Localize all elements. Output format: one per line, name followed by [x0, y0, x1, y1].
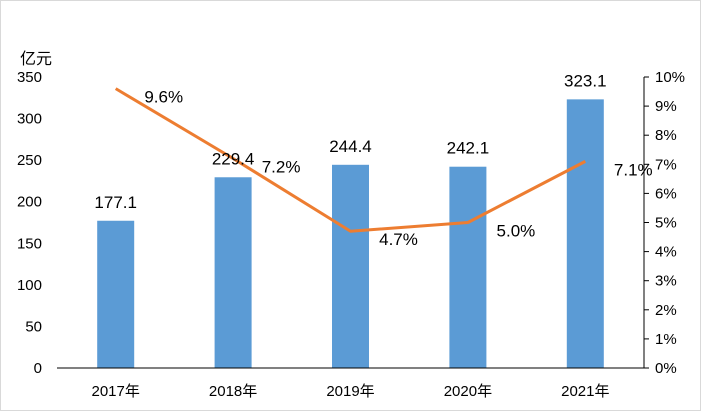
left-tick-label: 200: [17, 194, 42, 211]
bar-value-label: 242.1: [447, 139, 490, 158]
y-unit-label: 亿元: [20, 50, 52, 68]
line-data-labels: 9.6% 7.2% 4.7% 5.0% 7.1%: [144, 88, 652, 250]
left-tick-label: 300: [17, 111, 42, 128]
right-tick-label: 9%: [655, 98, 677, 115]
left-tick-label: 50: [25, 318, 42, 335]
right-tick-label: 3%: [655, 273, 677, 290]
right-tick-label: 2%: [655, 302, 677, 319]
left-tick-label: 100: [17, 277, 42, 294]
left-tick-label: 150: [17, 235, 42, 252]
right-tick-label: 8%: [655, 127, 677, 144]
line-series: [114, 87, 586, 233]
bar: [97, 220, 135, 368]
category-label: 2019年: [326, 383, 374, 400]
left-tick-label: 250: [17, 152, 42, 169]
bar: [566, 99, 604, 369]
bar-value-label: 323.1: [564, 71, 607, 90]
left-tick-label: 0: [34, 360, 42, 377]
line-value-label: 9.6%: [144, 88, 183, 107]
right-tick-label: 0%: [655, 360, 677, 377]
line-value-label: 7.1%: [614, 160, 653, 179]
bar-series: [97, 99, 604, 369]
category-label: 2020年: [444, 383, 492, 400]
left-axis-ticks: 0 50 100 150 200 250 300 350: [17, 69, 42, 377]
bar: [449, 166, 487, 368]
right-tick-label: 6%: [655, 185, 677, 202]
right-axis-ticks: 0% 1% 2% 3% 4% 5% 6% 7% 8% 9% 10%: [644, 69, 685, 377]
left-tick-label: 350: [17, 69, 42, 86]
category-label: 2018年: [209, 383, 257, 400]
bar-value-label: 177.1: [94, 193, 137, 212]
bar: [214, 177, 252, 368]
right-tick-label: 7%: [655, 156, 677, 173]
category-label: 2017年: [92, 383, 140, 400]
bar-value-label: 229.4: [212, 149, 255, 168]
category-label: 2021年: [561, 383, 609, 400]
right-tick-label: 10%: [655, 69, 685, 86]
bar-value-label: 244.4: [329, 137, 372, 156]
line-value-label: 4.7%: [379, 230, 418, 249]
line-value-label: 5.0%: [497, 222, 536, 241]
category-labels: 2017年 2018年 2019年 2020年 2021年: [92, 383, 610, 400]
line-value-label: 7.2%: [262, 157, 301, 176]
bar-data-labels: 177.1 229.4 244.4 242.1 323.1: [94, 71, 606, 211]
right-tick-label: 1%: [655, 331, 677, 348]
right-tick-label: 4%: [655, 244, 677, 261]
right-tick-label: 5%: [655, 215, 677, 232]
bar: [332, 164, 369, 368]
